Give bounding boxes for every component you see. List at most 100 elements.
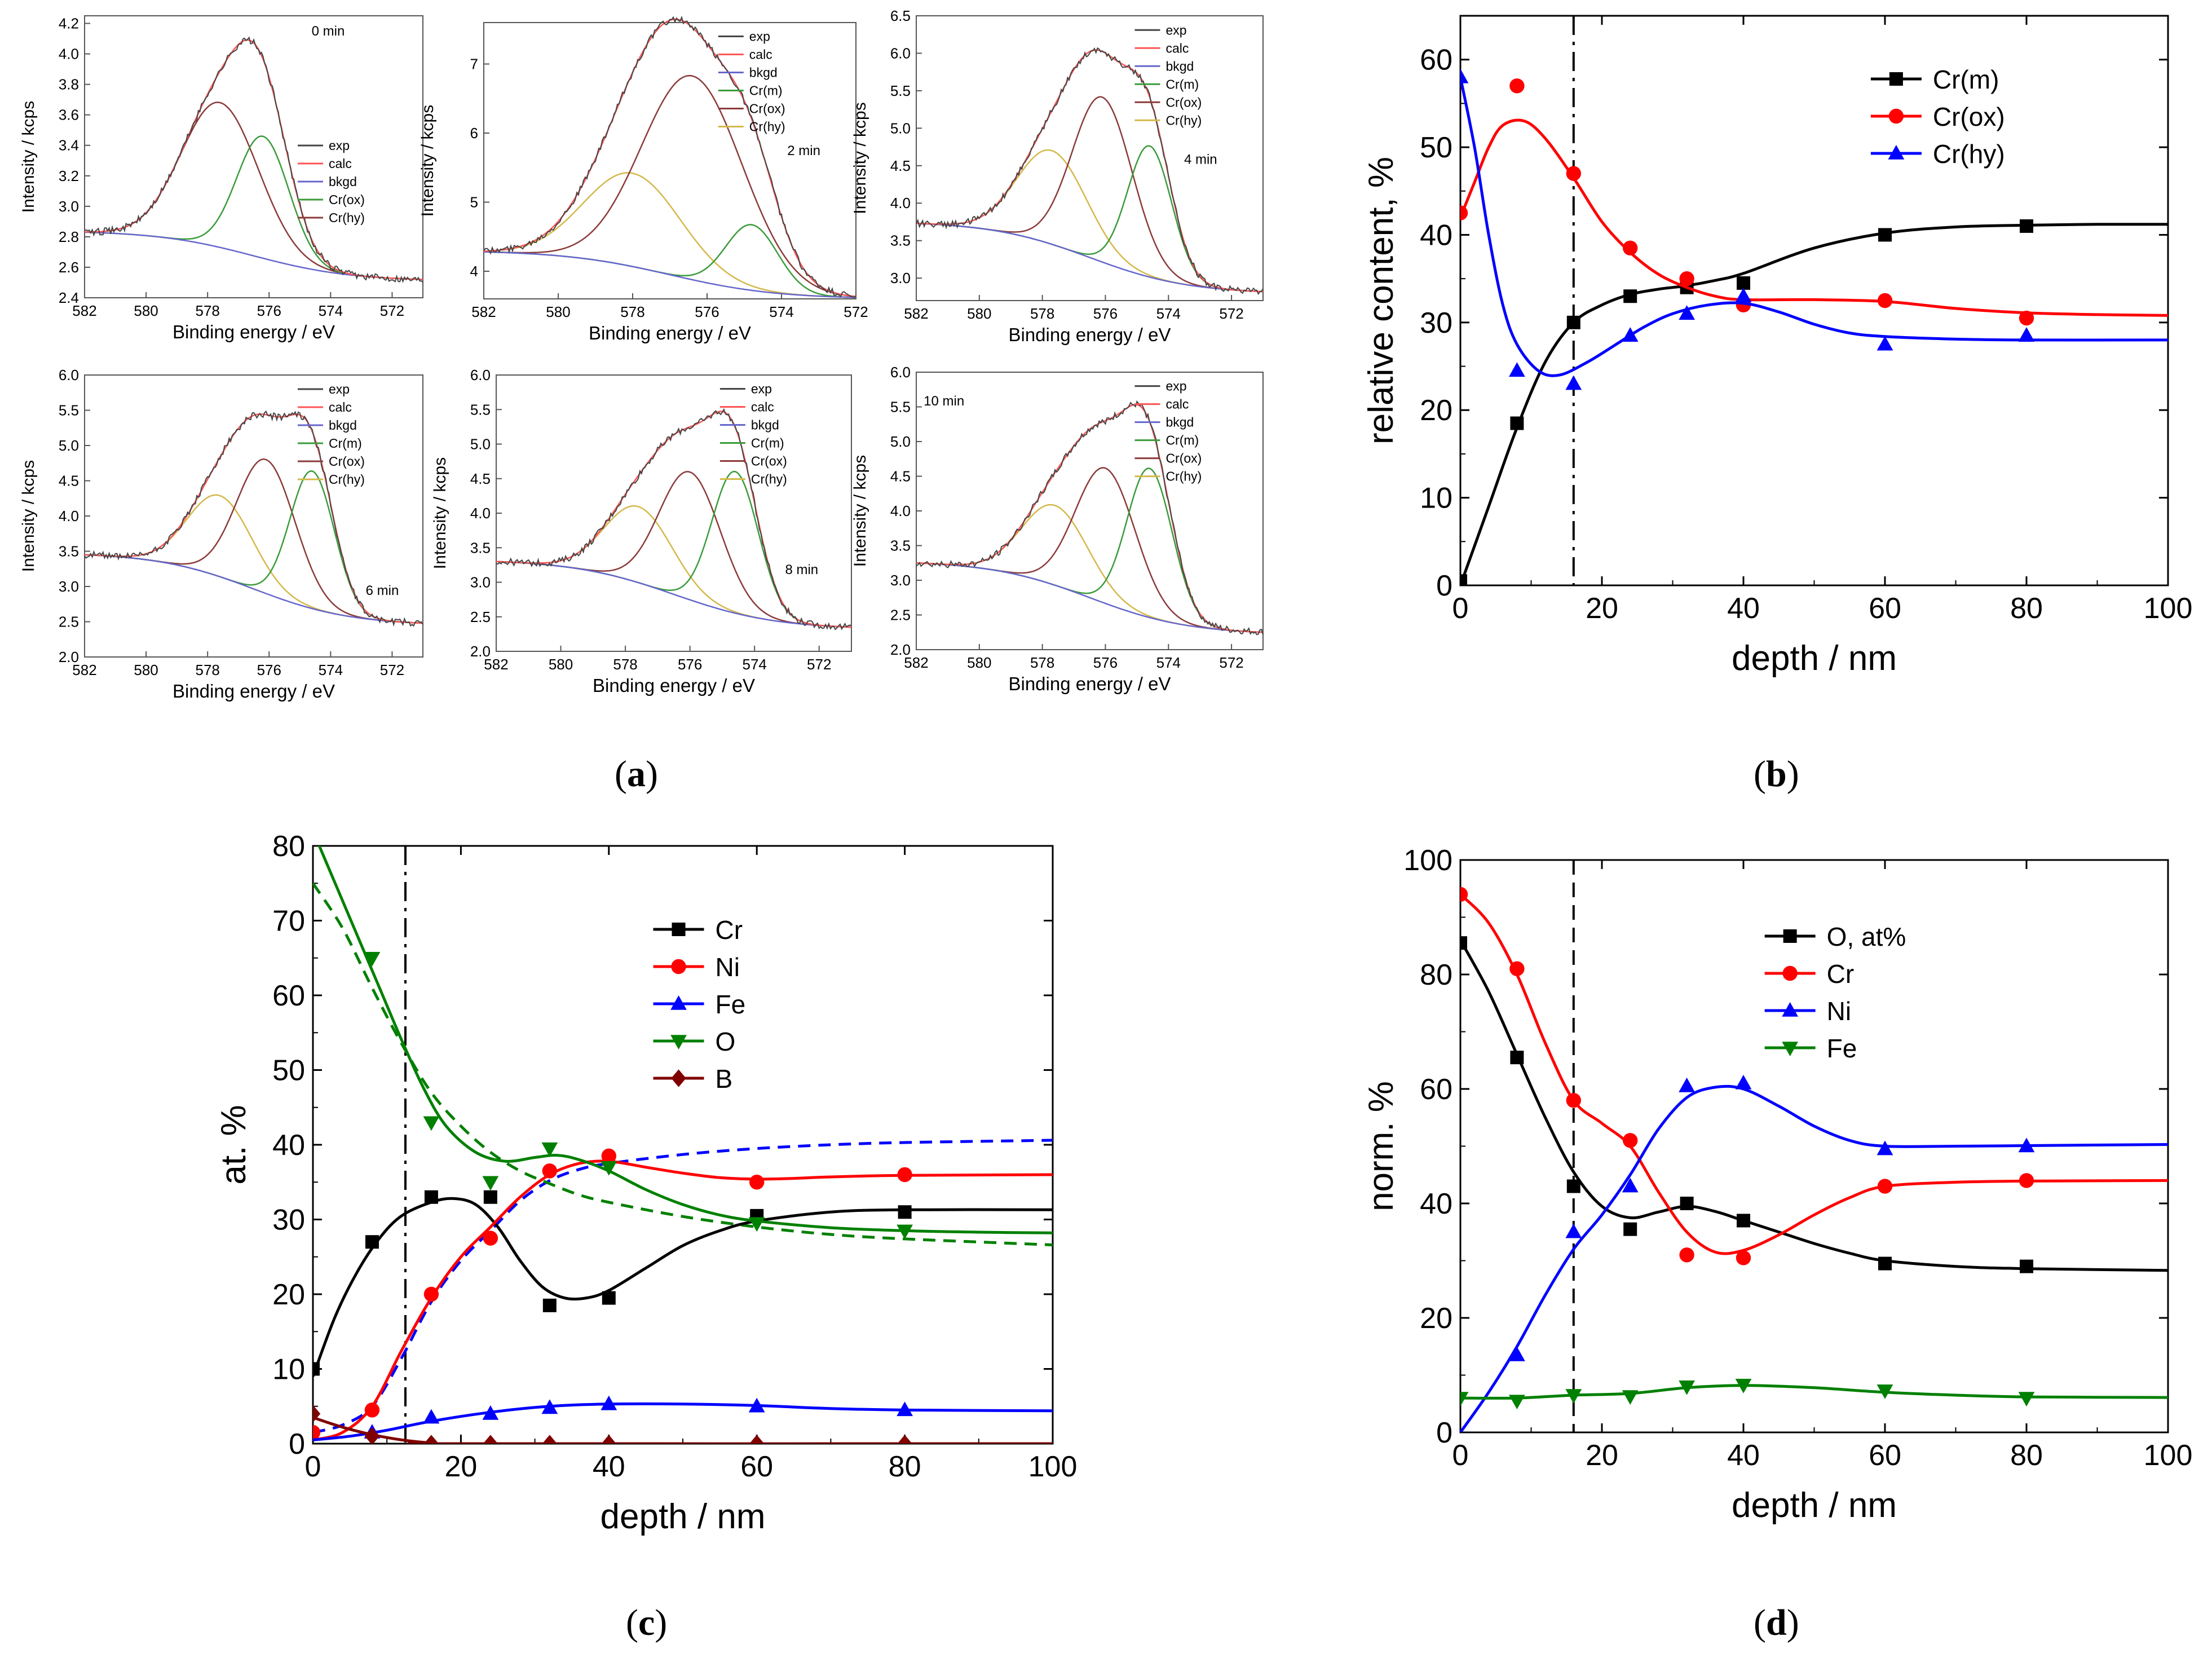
x-tick-label: 0 xyxy=(1452,1439,1469,1472)
data-point xyxy=(1679,271,1694,286)
x-tick-label: 40 xyxy=(1727,1439,1760,1472)
y-tick-label: 60 xyxy=(1420,1073,1452,1106)
xps-panel-a2: 4 5 6 7 582 580 578 576 574 572 Binding energy / e… xyxy=(418,15,868,343)
y-tick-label: 30 xyxy=(1420,307,1452,339)
data-point xyxy=(1565,1389,1582,1404)
legend-label: Cr(ox) xyxy=(749,102,785,116)
x-tick-label: 574 xyxy=(319,302,343,319)
legend-label: B xyxy=(716,1064,733,1093)
y-tick-label: 20 xyxy=(1420,1302,1452,1335)
calc-curve xyxy=(84,413,423,624)
x-axis-label: depth / nm xyxy=(1732,1486,1897,1525)
time-label: 10 min xyxy=(924,394,964,409)
legend-label: calc xyxy=(1165,41,1189,55)
data-point xyxy=(313,1405,321,1423)
legend-label: Ni xyxy=(1827,996,1851,1026)
x-tick-label: 580 xyxy=(546,303,570,320)
data-point xyxy=(1565,1223,1582,1238)
x-tick-label: 20 xyxy=(1586,1439,1618,1472)
component-crhy xyxy=(916,504,1264,633)
data-point xyxy=(1460,936,1467,950)
legend-label: Cr(ox) xyxy=(1165,95,1202,109)
y-axis-label: Intensity / kcps xyxy=(431,457,449,569)
legend-label: Cr xyxy=(716,915,743,945)
y-tick-label: 3.0 xyxy=(59,198,79,215)
data-point xyxy=(1460,1392,1469,1407)
legend-marker xyxy=(1889,72,1903,86)
y-tick-label: 2.0 xyxy=(890,641,911,658)
fit-curve-ni xyxy=(313,1159,1053,1441)
x-tick-label: 574 xyxy=(1156,305,1181,322)
y-tick-label: 10 xyxy=(1420,482,1452,515)
plot-area xyxy=(1460,16,2168,585)
fit-curve-crox xyxy=(1460,118,2168,317)
component-crm xyxy=(483,224,856,298)
legend-marker xyxy=(671,1069,686,1087)
legend-label: calc xyxy=(329,156,352,171)
legend-label: Cr(m) xyxy=(749,83,783,98)
x-tick-label: 100 xyxy=(1028,1450,1078,1483)
legend-label: exp xyxy=(1165,379,1186,394)
y-tick-label: 2.5 xyxy=(59,614,79,630)
legend-marker xyxy=(1888,145,1905,160)
data-point xyxy=(2018,327,2035,342)
y-tick-label: 20 xyxy=(272,1278,305,1311)
legend-label: calc xyxy=(751,400,774,414)
y-tick-label: 5.0 xyxy=(59,437,79,454)
x-axis-label: Binding energy / eV xyxy=(173,321,335,342)
legend-marker xyxy=(1888,108,1904,124)
dashed-curve xyxy=(313,1139,1053,1434)
fit-curve-fe xyxy=(313,1402,1053,1441)
legend-label: Cr(m) xyxy=(1933,65,1999,94)
data-point xyxy=(541,1399,558,1414)
data-point xyxy=(423,1286,439,1302)
data-point xyxy=(1460,574,1467,585)
legend-marker xyxy=(672,923,686,936)
y-tick-label: 5 xyxy=(470,194,478,211)
data-point xyxy=(1680,1197,1694,1210)
x-tick-label: 574 xyxy=(769,303,793,320)
legend-label: Ni xyxy=(716,952,740,982)
fit-curve-crhy xyxy=(1460,77,2168,377)
xps-panel-a4: 2.0 2.5 3.0 3.5 4.0 4.5 5.0 5.5 6.0 582 580 578 576 5… xyxy=(19,367,423,702)
depth-panel-c: 0 20 40 60 80 100 0 10 20 30 40 50 60 70 80 depth / nm a… xyxy=(214,830,1077,1536)
data-point xyxy=(1460,68,1469,83)
plot-frame xyxy=(496,374,852,652)
x-tick-label: 60 xyxy=(740,1450,773,1483)
y-tick-label: 10 xyxy=(272,1353,305,1386)
legend-label: Fe xyxy=(716,990,746,1019)
caption-b: (b) xyxy=(1754,753,1799,795)
legend-label: Cr(hy) xyxy=(751,472,787,487)
x-tick-label: 582 xyxy=(904,654,928,671)
legend-label: Cr(ox) xyxy=(751,454,787,469)
component-crox xyxy=(916,96,1264,293)
data-point xyxy=(749,1435,765,1444)
data-point xyxy=(1735,1378,1752,1393)
caption-a-letter: a xyxy=(626,753,646,795)
x-tick-label: 578 xyxy=(195,661,219,678)
y-axis-label: Intensity / kcps xyxy=(19,101,38,213)
legend-label: exp xyxy=(329,138,350,153)
legend-label: Cr(ox) xyxy=(329,454,365,469)
x-tick-label: 574 xyxy=(319,661,343,678)
legend-label: Cr(ox) xyxy=(1933,102,2005,131)
fit-curve-fe xyxy=(1460,1384,2168,1400)
x-tick-label: 578 xyxy=(1030,305,1054,322)
legend-label: calc xyxy=(1165,397,1189,412)
y-tick-label: 3.2 xyxy=(59,167,79,184)
data-point xyxy=(1509,1395,1525,1410)
data-point xyxy=(1566,1179,1580,1193)
y-tick-label: 4.2 xyxy=(59,15,79,32)
y-tick-label: 60 xyxy=(1420,44,1452,77)
data-point xyxy=(1623,1222,1637,1236)
legend-label: bkgd xyxy=(751,418,779,433)
y-tick-label: 40 xyxy=(272,1129,305,1162)
legend-label: bkgd xyxy=(329,418,357,433)
data-point xyxy=(897,1435,912,1444)
y-tick-label: 3.5 xyxy=(470,539,491,556)
y-tick-label: 6.0 xyxy=(59,367,79,383)
x-axis-label: depth / nm xyxy=(1732,639,1897,678)
y-tick-label: 80 xyxy=(1420,959,1452,991)
data-point xyxy=(1877,293,1893,308)
x-tick-label: 572 xyxy=(380,302,404,319)
